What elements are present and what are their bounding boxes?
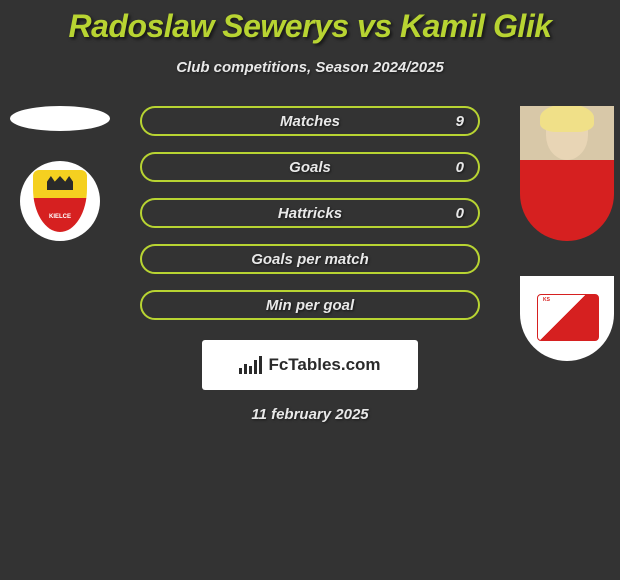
stat-value-right: 0 [456,159,464,176]
club-left-label: KIELCE [33,214,87,220]
stat-label: Matches [280,113,340,130]
club-right-badge: KS [520,276,614,361]
stat-value-right: 9 [456,113,464,130]
club-right-label: KS [543,297,550,303]
stat-row-min-per-goal: Min per goal [140,290,480,320]
club-left-badge: KIELCE [20,161,100,241]
comparison-content: KIELCE KS Matches 9 Goals 0 Hattricks 0 … [0,106,620,423]
footer-date: 11 february 2025 [0,406,620,423]
stat-label: Min per goal [266,297,354,314]
bars-icon [239,356,262,374]
footer-logo-text: FcTables.com [268,355,380,375]
player-right-photo [520,106,614,241]
page-subtitle: Club competitions, Season 2024/2025 [0,59,620,76]
page-title: Radoslaw Sewerys vs Kamil Glik [0,0,620,45]
stat-row-goals-per-match: Goals per match [140,244,480,274]
stat-label: Goals [289,159,331,176]
stat-label: Hattricks [278,205,342,222]
stat-label: Goals per match [251,251,369,268]
stat-row-matches: Matches 9 [140,106,480,136]
stat-row-goals: Goals 0 [140,152,480,182]
stat-row-hattricks: Hattricks 0 [140,198,480,228]
stats-list: Matches 9 Goals 0 Hattricks 0 Goals per … [140,106,480,320]
player-left-photo [10,106,110,131]
footer-logo: FcTables.com [202,340,418,390]
stat-value-right: 0 [456,205,464,222]
crown-icon [47,176,73,190]
